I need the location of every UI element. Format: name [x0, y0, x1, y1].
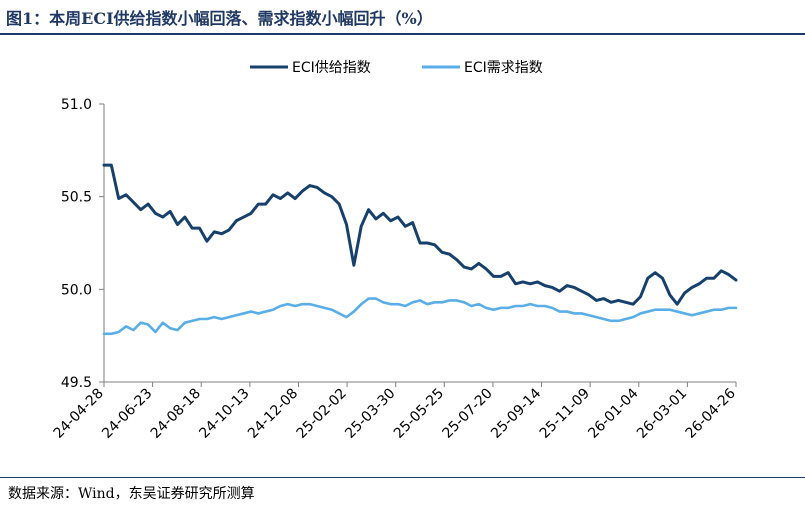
- x-tick-label: 25-11-09: [537, 386, 593, 442]
- footer-divider: [0, 477, 805, 478]
- source-note: 数据来源：Wind，东吴证券研究所测算: [8, 486, 255, 502]
- x-tick-label: 25-05-25: [391, 386, 447, 442]
- title-divider: [0, 33, 805, 35]
- x-tick-label: 24-10-13: [196, 386, 252, 442]
- line-chart: 49.5 50.0 50.5 51.0 24-04-2824-06-2324-08-18…: [51, 60, 739, 442]
- x-tick-label: 25-07-20: [440, 386, 496, 442]
- x-tick-label: 26-04-26: [683, 385, 739, 441]
- x-tick-label: 25-03-30: [342, 386, 398, 442]
- supply-index-line: [102, 163, 738, 306]
- chart-axes: 49.5 50.0 50.5 51.0 24-04-2824-06-2324-08-18…: [51, 97, 739, 442]
- x-tick-label: 26-01-04: [585, 385, 641, 441]
- y-tick-label: 50.0: [61, 282, 92, 298]
- x-tick-label: 24-08-18: [148, 386, 204, 442]
- y-tick-label: 49.5: [61, 375, 92, 391]
- y-tick-label: 51.0: [61, 97, 92, 113]
- x-tick-label: 26-03-01: [634, 386, 690, 442]
- x-tick-label: 24-04-28: [51, 386, 107, 442]
- x-tick-label: 24-06-23: [99, 386, 155, 442]
- chart-series: [102, 163, 738, 336]
- legend-label-demand: ECI需求指数: [464, 60, 543, 76]
- chart-legend: ECI供给指数 ECI需求指数: [250, 60, 543, 76]
- demand-index-line: [102, 297, 738, 336]
- chart-title: 图1：本周ECI供给指数小幅回落、需求指数小幅回升（%）: [6, 9, 433, 28]
- x-tick-label: 25-02-02: [294, 386, 350, 442]
- x-tick-label: 25-09-14: [488, 385, 544, 441]
- y-tick-label: 50.5: [61, 190, 92, 206]
- legend-label-supply: ECI供给指数: [292, 60, 371, 76]
- x-tick-label: 24-12-08: [245, 386, 301, 442]
